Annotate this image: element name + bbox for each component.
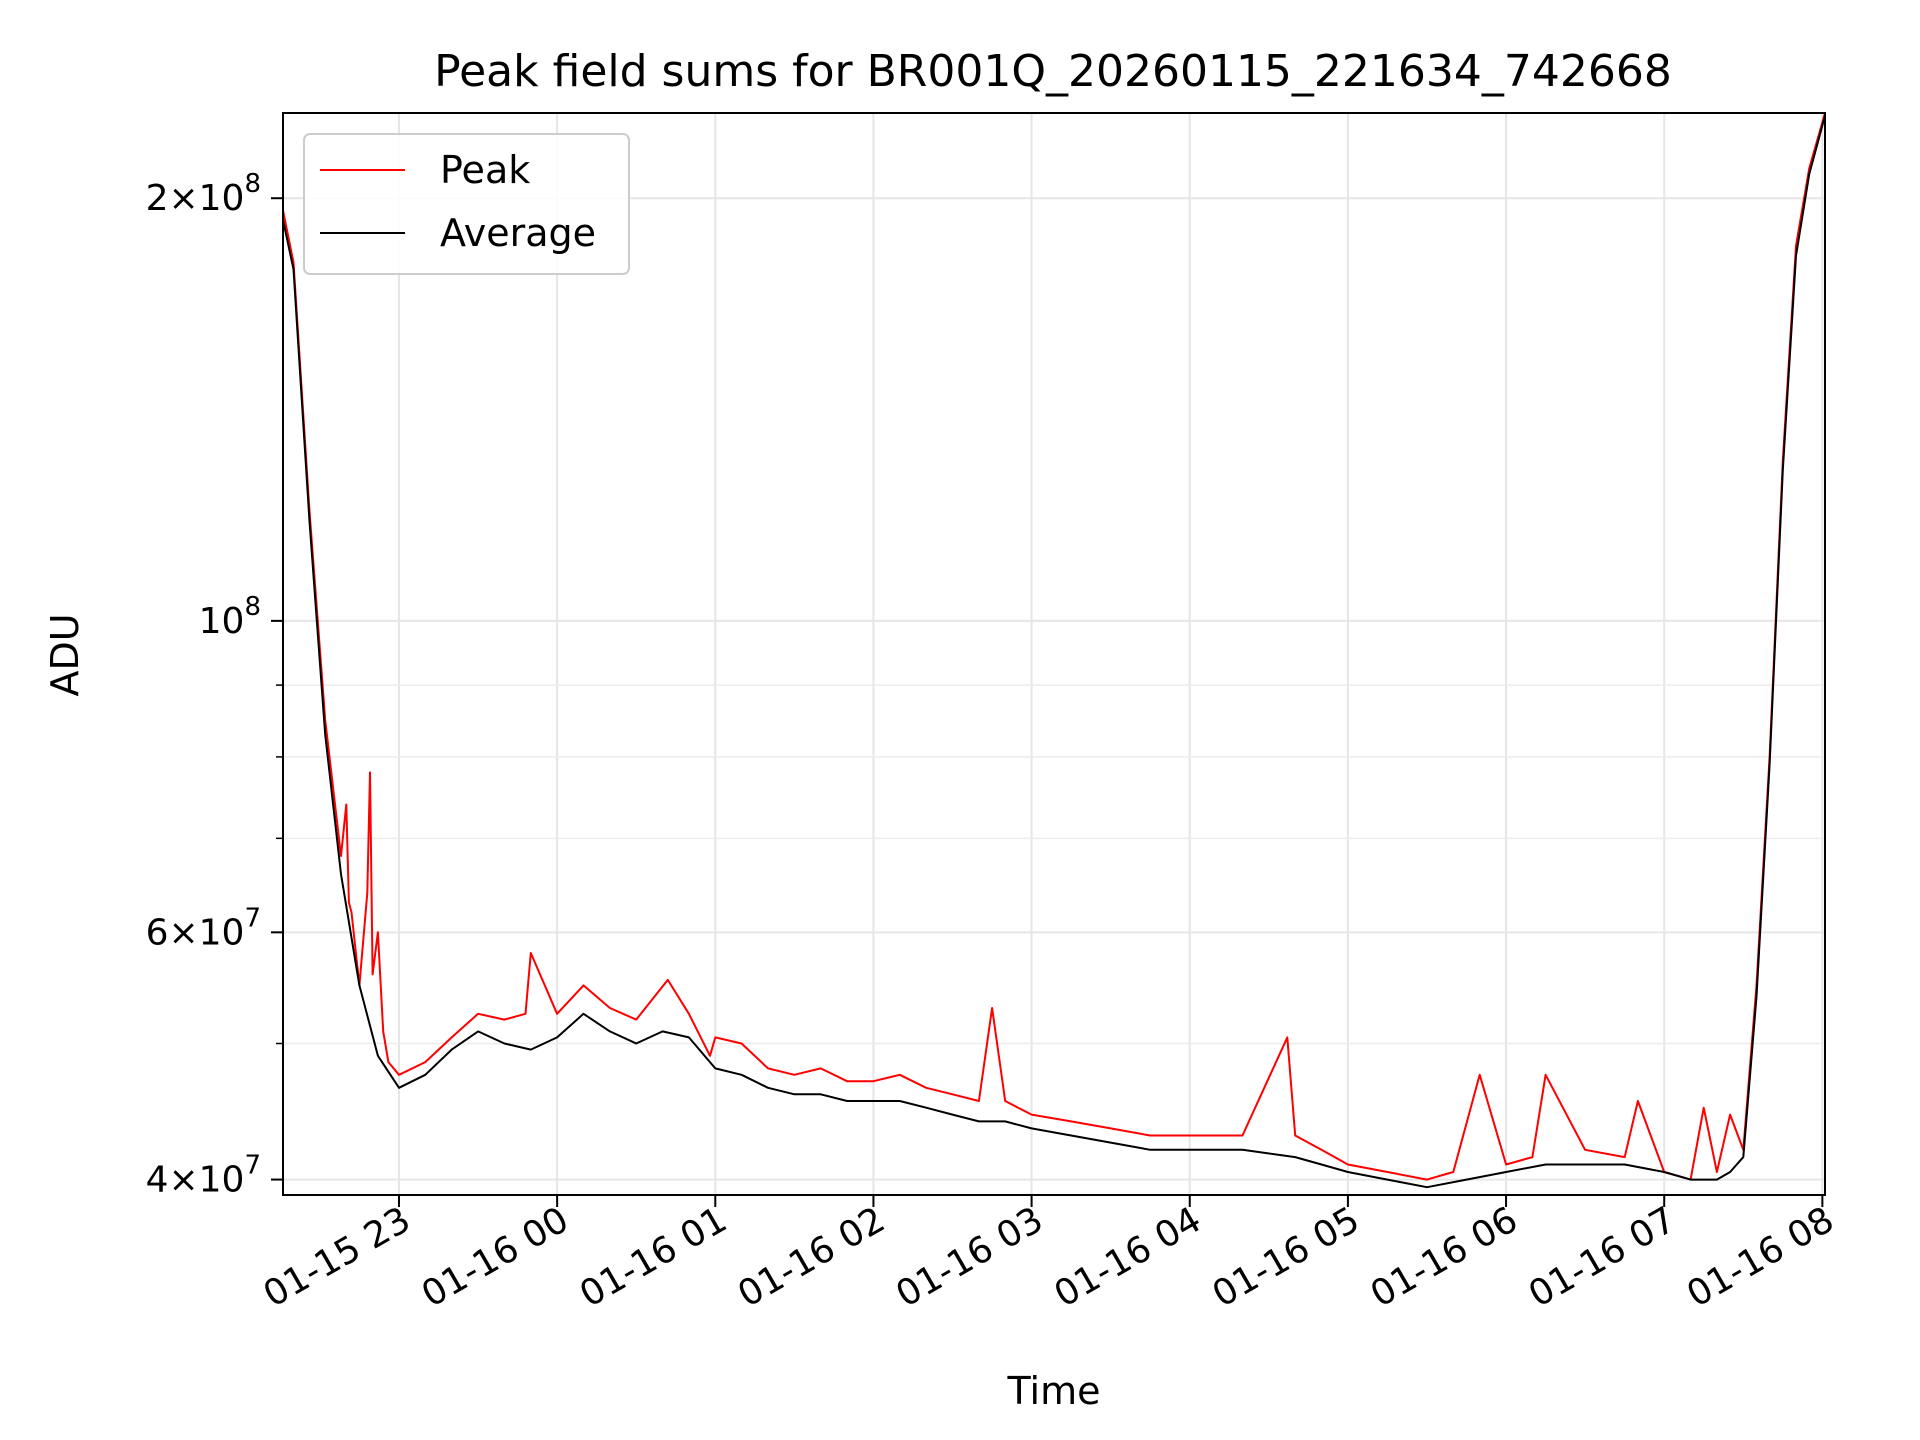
y-tick-label: 2×108 xyxy=(146,169,261,219)
y-tick-label: 4×107 xyxy=(146,1151,261,1201)
grid-lines xyxy=(283,113,1825,1195)
series-line-peak xyxy=(283,113,1825,1181)
plot-series xyxy=(283,113,1825,1189)
y-axis: 4×107 6×107 108 2×108 xyxy=(146,169,283,1201)
y-tick-label: 6×107 xyxy=(146,903,261,953)
x-axis-label: Time xyxy=(1007,1369,1101,1413)
chart-title: Peak field sums for BR001Q_20260115_2216… xyxy=(434,46,1672,97)
legend-label-average: Average xyxy=(440,211,596,255)
legend: Peak Average xyxy=(303,133,630,275)
y-axis-label: ADU xyxy=(43,613,87,696)
legend-label-peak: Peak xyxy=(440,148,530,192)
y-tick-label: 108 xyxy=(199,592,261,642)
plot-frame xyxy=(282,112,1826,1196)
series-line-average xyxy=(283,115,1825,1189)
